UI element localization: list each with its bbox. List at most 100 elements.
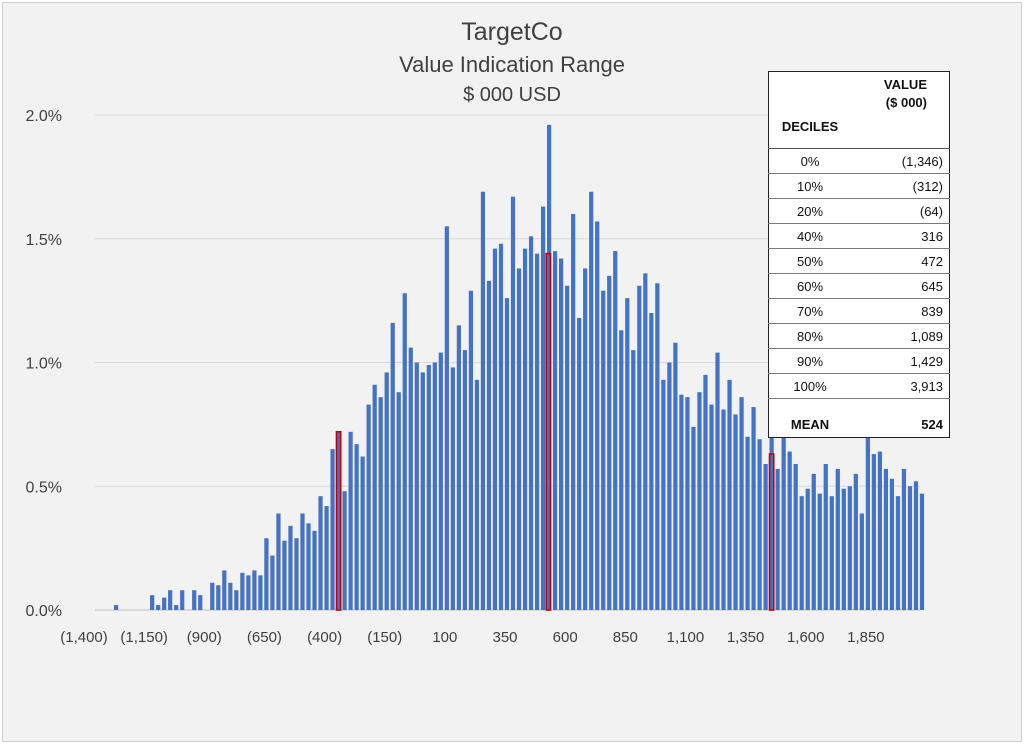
histogram-bar — [781, 407, 786, 610]
decile-table: DECILES VALUE ($ 000) 0% (1,346) 10% (312) 2… — [768, 71, 950, 438]
decile-pct: 20% — [768, 198, 851, 224]
x-tick-label: 1,600 — [787, 629, 825, 646]
decile-table-header: DECILES VALUE ($ 000) — [768, 71, 950, 149]
decile-value: (64) — [851, 198, 950, 224]
histogram-bar — [799, 496, 804, 610]
histogram-bar — [583, 268, 588, 610]
decile-row: 80% 1,089 — [768, 323, 950, 349]
y-tick-label: 1.0% — [26, 356, 62, 373]
histogram-bar — [715, 352, 720, 610]
histogram-bar — [300, 513, 305, 610]
chart-title: TargetCo — [461, 18, 563, 46]
histogram-bar — [438, 352, 443, 610]
histogram-bar — [492, 248, 498, 610]
histogram-bar — [625, 298, 630, 610]
histogram-bar — [691, 426, 696, 610]
y-tick-label: 1.5% — [26, 232, 62, 249]
x-tick-label: (1,400) — [60, 629, 108, 646]
decile-pct: 70% — [768, 298, 851, 324]
histogram-bar — [252, 570, 257, 610]
histogram-bar — [889, 478, 895, 610]
x-tick-label: 600 — [553, 629, 578, 646]
histogram-bar — [456, 325, 461, 610]
histogram-bar — [559, 258, 564, 610]
histogram-bar — [883, 468, 889, 610]
x-axis-ticks: (1,400) (1,150) (900) (650) (400) (150) 100 350… — [60, 629, 884, 646]
x-tick-label: 850 — [613, 629, 638, 646]
histogram-bar — [649, 313, 654, 610]
decile-value: 316 — [851, 223, 950, 249]
histogram-bar — [402, 293, 407, 610]
decile-row: 40% 316 — [768, 223, 950, 249]
decile-pct: 10% — [768, 173, 851, 199]
decile-pct: 60% — [768, 273, 851, 299]
histogram-bar — [613, 251, 618, 610]
histogram-bar — [661, 379, 666, 610]
histogram-bar — [565, 285, 570, 610]
histogram-bar — [595, 221, 600, 611]
decile-value: 1,429 — [851, 348, 950, 374]
histogram-bar — [318, 496, 323, 610]
x-tick-label: (150) — [367, 629, 402, 646]
histogram-bar — [841, 488, 846, 610]
histogram-bar — [901, 468, 907, 610]
histogram-bar — [751, 407, 756, 610]
histogram-bar — [270, 555, 275, 610]
histogram-bar — [282, 540, 287, 610]
histogram-bar — [168, 590, 173, 610]
decile-row: 100% 3,913 — [768, 373, 950, 399]
histogram-bar — [739, 397, 744, 610]
histogram-bars — [113, 124, 925, 611]
histogram-bar — [643, 273, 648, 610]
histogram-bar — [330, 449, 335, 610]
histogram-bar — [222, 570, 227, 610]
highlight-bar — [545, 252, 552, 611]
histogram-bar — [817, 493, 822, 610]
x-tick-label: (650) — [247, 629, 282, 646]
chart-subtitle: Value Indication Range — [399, 52, 625, 77]
decile-value: 1,089 — [851, 323, 950, 349]
decile-spacer-row — [769, 399, 950, 412]
histogram-bar — [162, 597, 167, 610]
decile-pct: 0% — [768, 148, 851, 174]
x-tick-label: 350 — [492, 629, 517, 646]
histogram-bar — [655, 283, 660, 610]
decile-row: 90% 1,429 — [768, 348, 950, 374]
histogram-bar — [450, 367, 455, 610]
mean-value: 524 — [921, 416, 943, 432]
histogram-bar — [480, 191, 486, 610]
highlight-bar — [335, 430, 342, 611]
histogram-bar — [432, 362, 437, 610]
histogram-bar — [342, 491, 347, 610]
histogram-bar — [258, 575, 263, 610]
histogram-bar — [895, 496, 901, 610]
mean-label: MEAN — [790, 416, 830, 432]
histogram-bar — [240, 572, 245, 610]
histogram-bar — [498, 243, 504, 610]
decile-value: 645 — [851, 273, 950, 299]
histogram-bar — [847, 486, 852, 610]
histogram-bar — [793, 463, 798, 610]
histogram-bar — [462, 350, 467, 610]
histogram-bar — [522, 248, 528, 610]
histogram-bar — [697, 392, 702, 610]
histogram-bar — [408, 347, 413, 610]
histogram-bar — [150, 595, 155, 610]
histogram-bar — [763, 463, 768, 610]
histogram-bar — [865, 431, 870, 610]
decile-row: 20% (64) — [768, 198, 950, 224]
histogram-bar — [306, 523, 311, 610]
histogram-bar — [534, 253, 540, 610]
histogram-bar — [444, 226, 449, 610]
histogram-bar — [553, 251, 558, 610]
histogram-bar — [516, 268, 522, 610]
decile-pct: 90% — [768, 348, 851, 374]
x-tick-label: 1,100 — [667, 629, 705, 646]
histogram-bar — [721, 409, 726, 610]
deciles-header: DECILES — [768, 71, 851, 149]
y-tick-label: 0.0% — [26, 603, 62, 620]
decile-row: 60% 645 — [768, 273, 950, 299]
histogram-bar — [528, 236, 534, 610]
histogram-bar — [577, 317, 582, 610]
histogram-bar — [174, 605, 179, 610]
